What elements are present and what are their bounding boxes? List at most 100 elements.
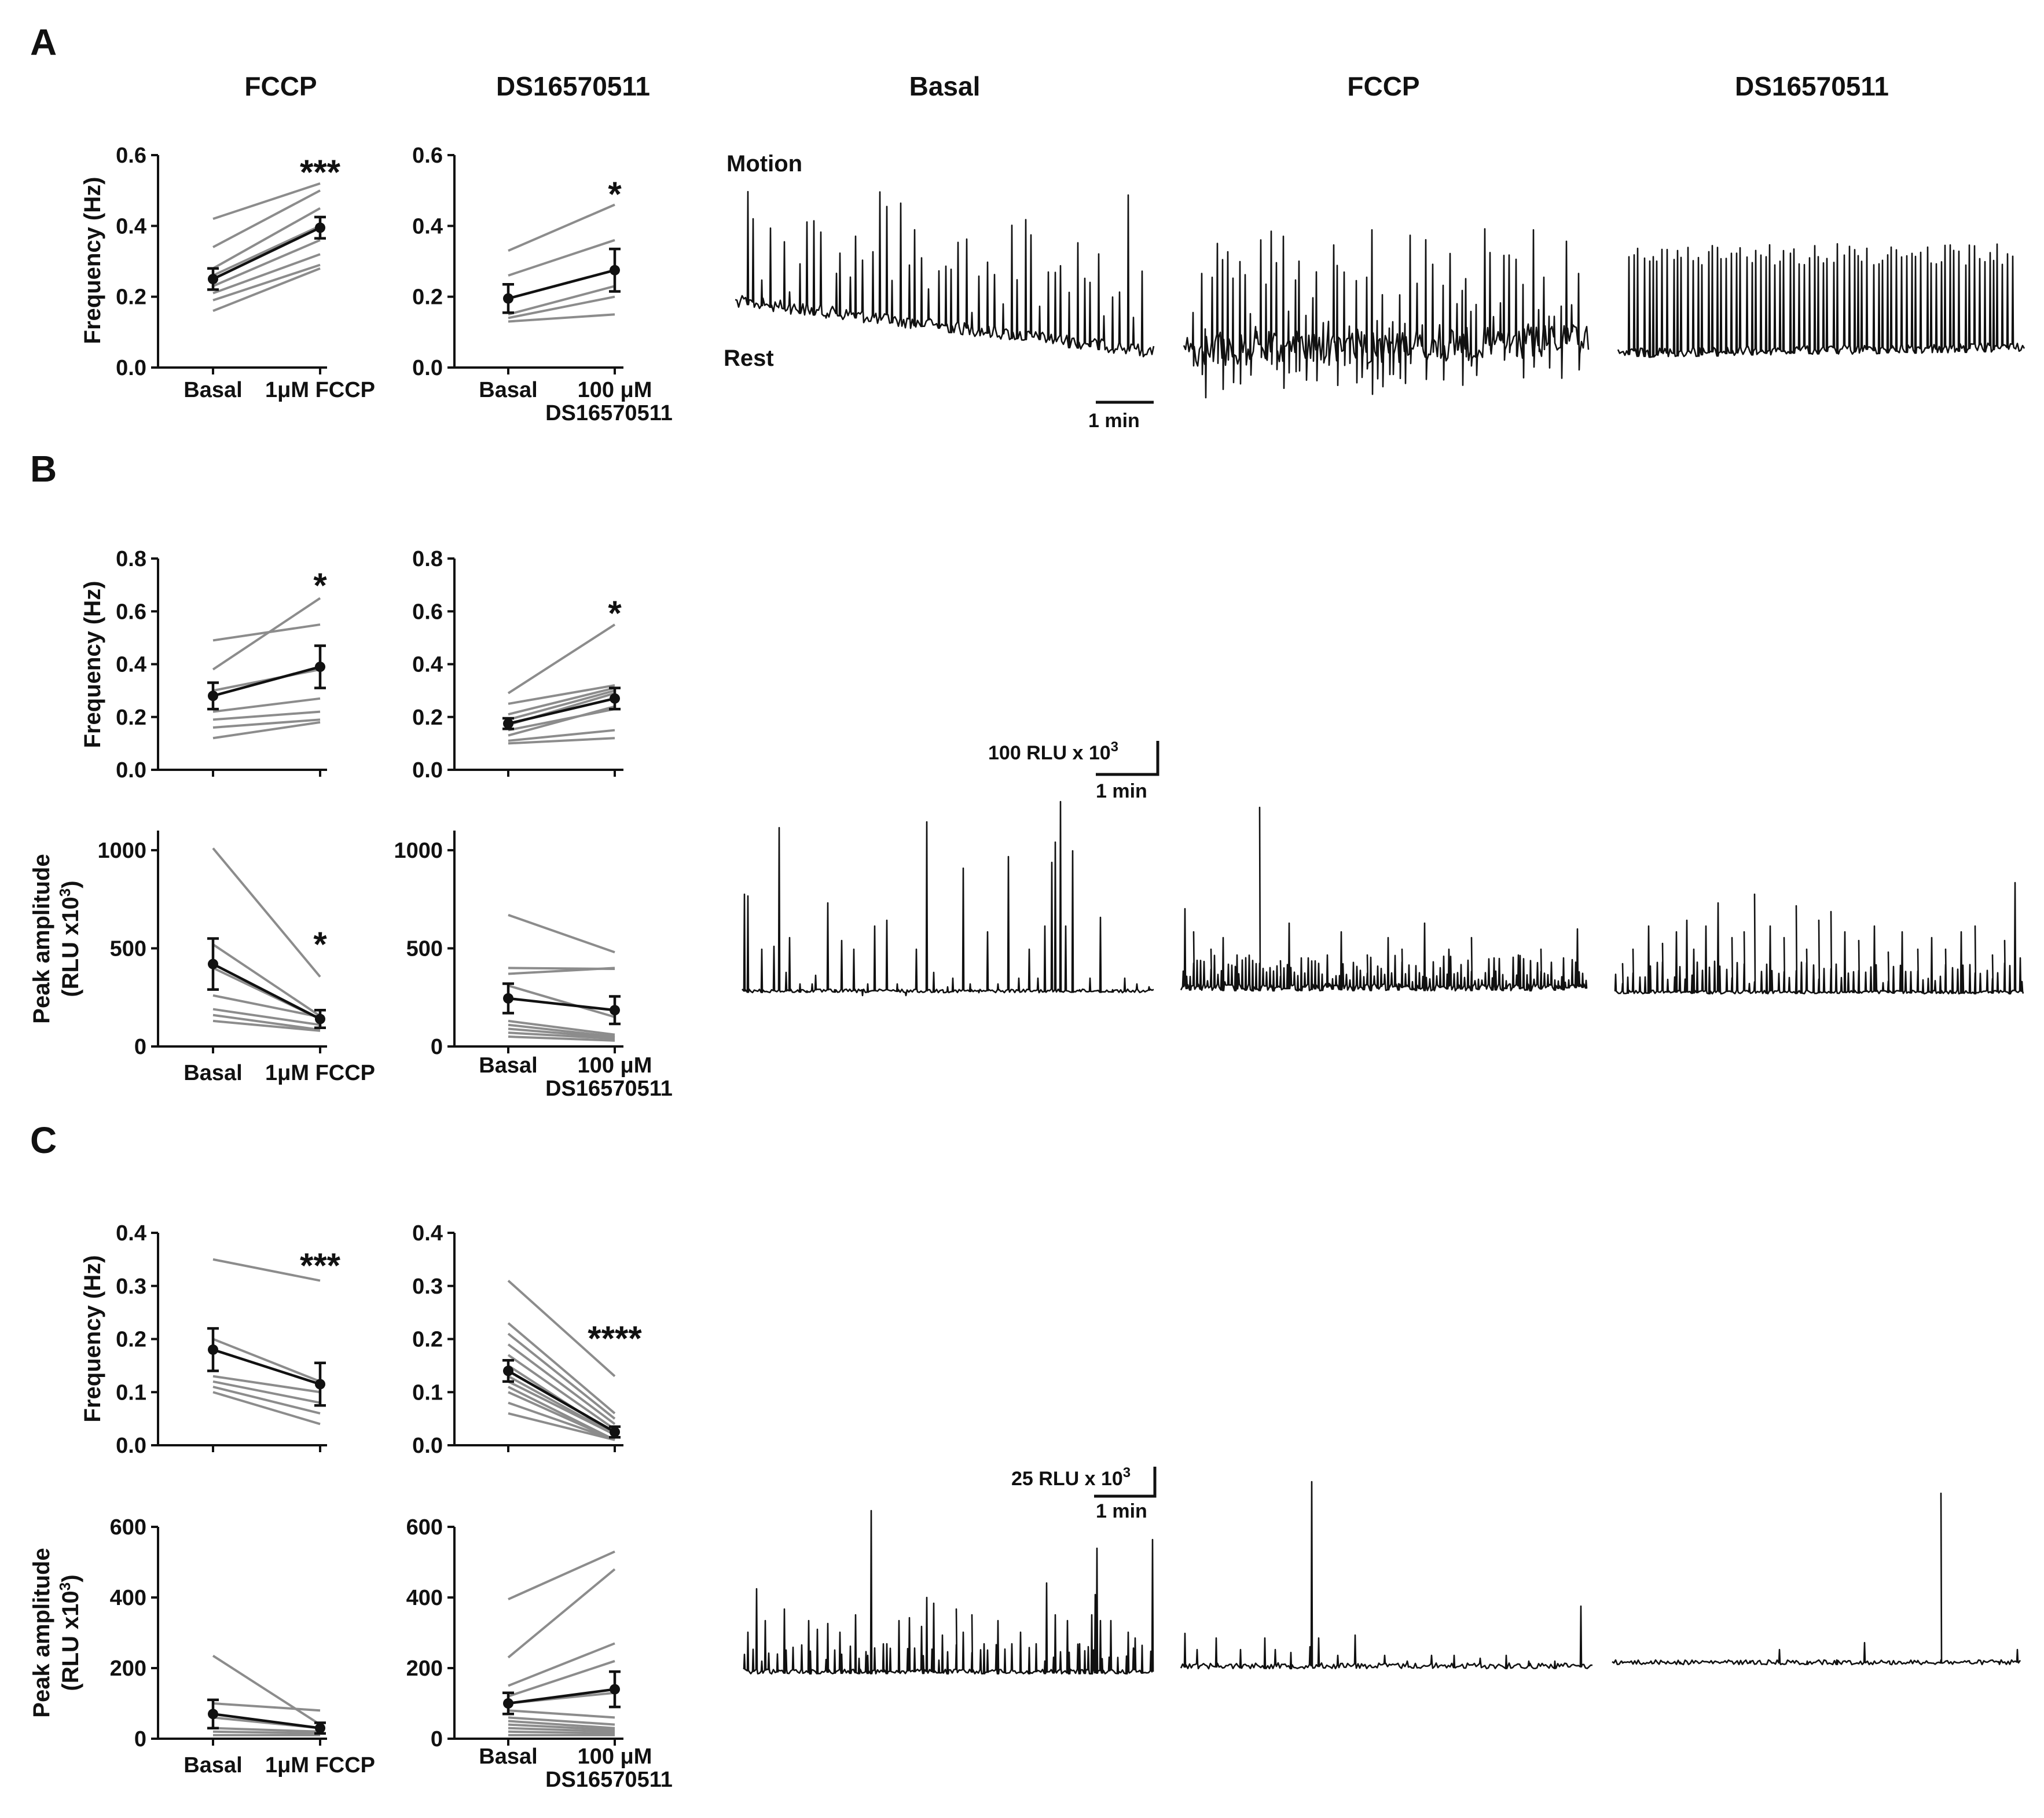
individual-line bbox=[212, 597, 321, 671]
y-tick-label: 1000 bbox=[394, 839, 443, 863]
mean-point bbox=[315, 1013, 325, 1024]
units-exponent: 3 bbox=[56, 1582, 74, 1591]
y-tick-label: 0.4 bbox=[116, 214, 146, 238]
y-axis-title: Peak amplitude bbox=[29, 1548, 54, 1717]
motion-trace-ds16570511 bbox=[1617, 243, 2025, 358]
amplitude-scale-text-c: 25 RLU x 10 bbox=[1011, 1468, 1123, 1490]
mean-line bbox=[508, 269, 615, 300]
mean-line bbox=[212, 226, 321, 281]
y-tick-label: 600 bbox=[406, 1515, 443, 1540]
units-text: (RLU x10 bbox=[58, 897, 83, 997]
x-category-label: Basal bbox=[479, 1744, 537, 1769]
individual-line bbox=[508, 1659, 615, 1698]
units-close: ) bbox=[58, 1574, 83, 1582]
x-category-label: 100 μM bbox=[578, 1053, 652, 1078]
individual-line bbox=[212, 1386, 321, 1415]
individual-line bbox=[507, 1322, 616, 1415]
individual-line bbox=[508, 1391, 615, 1441]
panel-letter-a: A bbox=[30, 21, 57, 63]
amplitude-scale-exponent-c: 3 bbox=[1123, 1465, 1131, 1481]
column-header-ds-plot: DS16570511 bbox=[496, 71, 650, 101]
plot-C-freq-fccp: 0.0 0.1 0.2 0.3 0.4 Frequency (Hz) *** bbox=[80, 1221, 341, 1458]
x-category-label: Basal bbox=[184, 1753, 242, 1777]
units-close: ) bbox=[58, 880, 83, 888]
individual-line bbox=[508, 1019, 615, 1036]
y-tick-label: 0.2 bbox=[412, 1328, 443, 1352]
y-tick-label: 0.6 bbox=[116, 600, 146, 624]
luminescence-trace-basal-b bbox=[742, 800, 1154, 997]
y-tick-label: 0.4 bbox=[116, 653, 146, 677]
mean-line bbox=[212, 665, 321, 697]
motion-trace-basal bbox=[735, 190, 1155, 358]
y-tick-label: 0 bbox=[134, 1727, 146, 1751]
individual-line bbox=[508, 1412, 615, 1441]
individual-line bbox=[508, 295, 615, 319]
individual-line bbox=[212, 1702, 321, 1712]
y-tick-label: 0.4 bbox=[412, 653, 443, 677]
y-tick-label: 0.0 bbox=[412, 758, 443, 783]
mean-point bbox=[208, 1709, 218, 1720]
mean-point bbox=[315, 222, 325, 233]
individual-line bbox=[508, 285, 615, 316]
axes bbox=[453, 831, 623, 1048]
column-header-fccp-trace: FCCP bbox=[1347, 71, 1419, 101]
mean-point bbox=[208, 274, 218, 285]
y-tick-label: 400 bbox=[110, 1586, 146, 1610]
individual-line bbox=[507, 1332, 616, 1420]
mean-line bbox=[212, 1348, 321, 1386]
y-tick-label: 0.2 bbox=[412, 706, 443, 730]
mean-point bbox=[610, 1684, 620, 1695]
mean-point bbox=[315, 662, 325, 673]
individual-line bbox=[212, 207, 321, 270]
scale-bar-c bbox=[1094, 1467, 1157, 1498]
y-tick-label: 0.6 bbox=[412, 600, 443, 624]
mean-point bbox=[503, 993, 513, 1004]
amplitude-scale-text-b: 100 RLU x 10 bbox=[988, 742, 1111, 764]
individual-line bbox=[212, 718, 321, 729]
plot-B-freq-ds: 0.0 0.2 0.4 0.6 0.8 * bbox=[412, 547, 623, 783]
individual-line bbox=[508, 913, 615, 954]
x-category-label: Basal bbox=[479, 1053, 537, 1078]
individual-line bbox=[212, 1730, 321, 1735]
y-axis-title: Frequency (Hz) bbox=[80, 177, 105, 344]
mean-point bbox=[610, 265, 620, 276]
amplitude-scale-label-c: 25 RLU x 103 bbox=[1011, 1465, 1131, 1490]
individual-line bbox=[212, 847, 321, 978]
mean-line bbox=[507, 1369, 616, 1434]
individual-line bbox=[508, 1642, 615, 1687]
y-tick-label: 200 bbox=[110, 1657, 146, 1681]
traces-panel-b: 100 RLU x 103 1 min bbox=[742, 739, 2024, 997]
y-tick-label: 0 bbox=[431, 1035, 443, 1059]
individual-line bbox=[212, 1008, 321, 1026]
individual-line bbox=[508, 313, 615, 323]
y-tick-label: 600 bbox=[110, 1515, 146, 1540]
y-axis-title-units: (RLU x103) bbox=[56, 1574, 83, 1691]
x-category-label: 100 μM bbox=[578, 1744, 652, 1769]
y-tick-label: 500 bbox=[406, 936, 443, 961]
individual-line bbox=[507, 1280, 616, 1378]
plot-B-amp-fccp: 0 500 1000 Basal 1μM FCCP Peak amplitude (RLU … bbox=[29, 831, 375, 1085]
y-tick-label: 1000 bbox=[97, 839, 146, 863]
mean-point bbox=[503, 718, 513, 729]
x-category-label: 100 μM bbox=[578, 378, 652, 402]
y-tick-label: 0 bbox=[134, 1035, 146, 1059]
individual-line bbox=[212, 1019, 321, 1032]
individual-line bbox=[212, 1258, 321, 1282]
significance-marker: * bbox=[313, 925, 327, 964]
y-axis-title: Frequency (Hz) bbox=[80, 1255, 105, 1423]
time-scale-label-b: 1 min bbox=[1096, 780, 1147, 802]
individual-line bbox=[508, 689, 615, 721]
x-category-label: 1μM FCCP bbox=[265, 1061, 375, 1085]
individual-line bbox=[212, 189, 321, 248]
x-category-label: Basal bbox=[479, 378, 537, 402]
mean-point bbox=[208, 1344, 218, 1355]
individual-line bbox=[508, 238, 615, 277]
individual-line bbox=[212, 943, 321, 1018]
individual-line bbox=[508, 967, 615, 975]
traces-panel-c: 25 RLU x 103 1 min bbox=[743, 1465, 2021, 1675]
luminescence-trace-basal-c bbox=[743, 1510, 1154, 1675]
individual-line bbox=[508, 705, 615, 737]
mean-line bbox=[212, 1713, 321, 1729]
y-tick-label: 500 bbox=[110, 936, 146, 961]
